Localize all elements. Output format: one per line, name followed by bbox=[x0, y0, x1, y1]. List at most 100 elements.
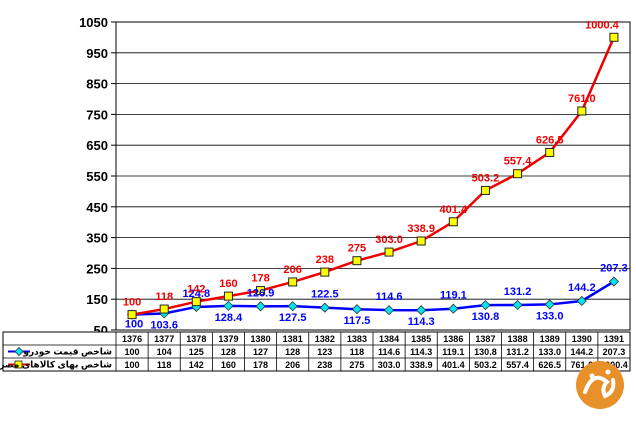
data-point bbox=[159, 304, 169, 314]
x-category-label: 1386 bbox=[443, 334, 463, 344]
data-label: 103.6 bbox=[150, 319, 178, 331]
data-point bbox=[448, 217, 458, 227]
data-point bbox=[416, 236, 426, 246]
y-tick-label: 550 bbox=[86, 169, 108, 184]
data-label: 503.2 bbox=[472, 172, 500, 184]
legend-marker bbox=[14, 346, 24, 357]
data-point bbox=[416, 305, 427, 316]
table-cell: 178 bbox=[253, 360, 268, 370]
data-point bbox=[287, 301, 298, 312]
y-tick-label: 650 bbox=[86, 138, 108, 153]
table-cell: 130.8 bbox=[474, 347, 497, 357]
x-category-label: 1381 bbox=[283, 334, 303, 344]
y-tick-label: 750 bbox=[86, 107, 108, 122]
y-tick-label: 1050 bbox=[79, 15, 108, 30]
x-category-label: 1389 bbox=[540, 334, 560, 344]
data-label: 207.3 bbox=[600, 263, 628, 275]
data-label: 557.4 bbox=[504, 156, 532, 168]
data-point bbox=[577, 106, 587, 116]
data-label: 114.3 bbox=[408, 316, 435, 328]
table-cell: 142 bbox=[189, 360, 204, 370]
data-point bbox=[255, 301, 266, 312]
data-label: 144.2 bbox=[568, 282, 596, 294]
table-cell: 160 bbox=[221, 360, 236, 370]
x-category-label: 1385 bbox=[411, 334, 431, 344]
table-cell: 118 bbox=[157, 360, 172, 370]
series-line-1 bbox=[132, 280, 615, 316]
data-point bbox=[513, 169, 523, 179]
table-cell: 761.0 bbox=[571, 360, 594, 370]
data-point bbox=[320, 267, 330, 277]
table-cell: 503.2 bbox=[474, 360, 497, 370]
data-label: 761.0 bbox=[568, 93, 596, 105]
table-cell: 100 bbox=[125, 347, 140, 357]
data-label: 128.4 bbox=[215, 312, 243, 324]
data-point bbox=[609, 32, 619, 42]
data-label: 118 bbox=[155, 291, 173, 303]
x-category-label: 1391 bbox=[604, 334, 624, 344]
data-label: 160 bbox=[219, 278, 237, 290]
table-cell: 275 bbox=[349, 360, 364, 370]
x-category-label: 1382 bbox=[315, 334, 335, 344]
table-cell: 557.4 bbox=[506, 360, 529, 370]
data-label: 100 bbox=[125, 319, 143, 331]
x-category-label: 1390 bbox=[572, 334, 592, 344]
y-tick-label: 350 bbox=[86, 231, 108, 246]
data-label: 126.9 bbox=[247, 287, 275, 299]
y-tick-label: 250 bbox=[86, 261, 108, 276]
y-tick-label: 450 bbox=[86, 200, 108, 215]
y-tick-label: 850 bbox=[86, 77, 108, 92]
data-point bbox=[544, 299, 555, 310]
table-cell: 401.4 bbox=[442, 360, 465, 370]
data-point bbox=[223, 300, 234, 311]
table-cell: 144.2 bbox=[571, 347, 594, 357]
data-label: 133.0 bbox=[536, 310, 564, 322]
data-point bbox=[288, 277, 298, 287]
table-cell: 238 bbox=[317, 360, 332, 370]
data-point bbox=[384, 247, 394, 257]
data-point bbox=[127, 310, 137, 320]
data-label: 401.4 bbox=[440, 204, 468, 216]
data-label: 100 bbox=[123, 297, 141, 309]
x-category-label: 1379 bbox=[218, 334, 238, 344]
legend-marker bbox=[14, 360, 23, 369]
data-label: 303.0 bbox=[375, 234, 403, 246]
data-point bbox=[512, 299, 523, 311]
data-point bbox=[608, 276, 620, 287]
table-cell: 206 bbox=[285, 360, 300, 370]
table-cell: 114.6 bbox=[378, 347, 400, 357]
table-cell: 125 bbox=[189, 347, 204, 357]
data-label: 206 bbox=[284, 264, 302, 276]
series-line-2 bbox=[131, 36, 616, 316]
x-category-label: 1376 bbox=[122, 334, 142, 344]
data-label: 626.5 bbox=[536, 134, 564, 146]
table-cell: 114.3 bbox=[410, 347, 432, 357]
series-lines bbox=[126, 32, 620, 320]
data-labels: 100 103.6 124.8 128.4 126.9 127.5 122.5 117.5 11… bbox=[123, 19, 628, 331]
data-point bbox=[352, 256, 362, 266]
table-cell: 626.5 bbox=[538, 360, 561, 370]
data-label: 119.1 bbox=[440, 290, 467, 302]
x-category-label: 1384 bbox=[379, 334, 399, 344]
x-category-label: 1380 bbox=[251, 334, 271, 344]
table-cell: 100 bbox=[125, 360, 140, 370]
data-label: 127.5 bbox=[279, 312, 307, 324]
table-cell: 119.1 bbox=[442, 347, 464, 357]
data-label: 275 bbox=[348, 243, 366, 255]
data-label: 114.6 bbox=[376, 291, 403, 303]
table-cell: 338.9 bbox=[410, 360, 433, 370]
data-label: 130.8 bbox=[472, 311, 500, 323]
data-point bbox=[191, 297, 201, 307]
y-tick-label: 150 bbox=[86, 292, 108, 307]
table-cell: 127 bbox=[253, 347, 268, 357]
legend-label: شاخص بهای کالاهای مصرفی bbox=[0, 360, 112, 371]
data-point bbox=[448, 303, 459, 314]
data-label: 124.8 bbox=[183, 288, 211, 300]
table-cell: 104 bbox=[157, 347, 172, 357]
data-label: 142 bbox=[187, 284, 205, 296]
x-category-label: 1378 bbox=[186, 334, 206, 344]
data-point bbox=[351, 304, 363, 315]
x-category-label: 1383 bbox=[347, 334, 367, 344]
data-label: 238 bbox=[316, 254, 334, 266]
